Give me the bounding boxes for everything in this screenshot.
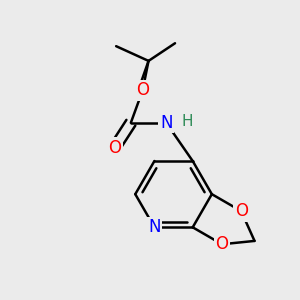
Text: O: O <box>108 139 121 157</box>
Text: O: O <box>235 202 248 220</box>
Text: N: N <box>148 218 161 236</box>
Text: O: O <box>136 81 149 99</box>
Text: N: N <box>160 114 172 132</box>
Text: H: H <box>181 114 193 129</box>
Text: O: O <box>215 235 229 253</box>
